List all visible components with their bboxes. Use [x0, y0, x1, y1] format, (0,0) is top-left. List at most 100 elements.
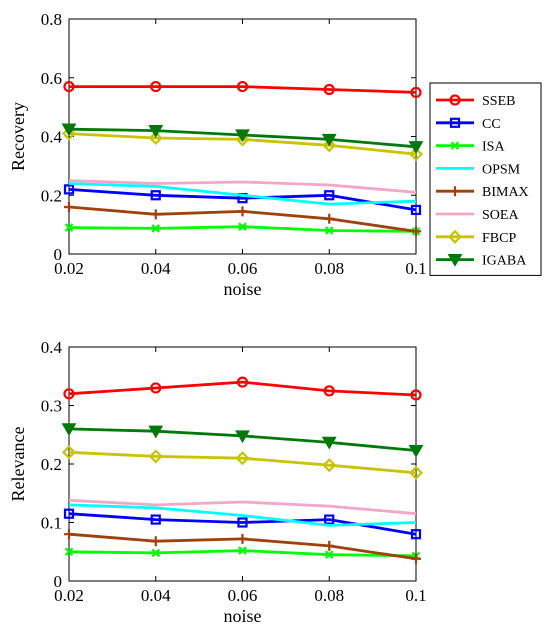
- recovery-series-igaba: [61, 123, 424, 154]
- relevance-data-point-bimax: [64, 529, 74, 540]
- relevance-data-point-fbcp: [61, 445, 77, 460]
- relevance-data-point-bimax: [150, 536, 161, 547]
- recovery-chart: 0.02 0.04 0.06 0.08 0.1 0 0.2 0.4 0.6 0.8 noise Rec…: [8, 10, 427, 299]
- recovery-data-point-igaba: [61, 123, 77, 137]
- recovery-x-tick-label: 0.06: [228, 259, 258, 278]
- legend-label-igaba: IGABA: [482, 254, 527, 269]
- relevance-data-point-isa: [151, 548, 161, 558]
- relevance-x-tick-label: 0.06: [228, 586, 258, 605]
- legend-label-isa: ISA: [482, 140, 505, 155]
- recovery-x-tick-label: 0.1: [405, 259, 426, 278]
- relevance-x-tick-label: 0.04: [141, 586, 171, 605]
- recovery-data-point-bimax: [237, 206, 248, 217]
- legend-label-fbcp: FBCP: [482, 231, 516, 246]
- legend-marker-igaba: [447, 254, 463, 267]
- relevance-y-tick-label: 0: [54, 572, 63, 591]
- recovery-data-point-isa: [64, 223, 74, 232]
- relevance-data-point-cc: [237, 517, 248, 528]
- recovery-series-bimax: [64, 202, 421, 237]
- relevance-data-point-bimax: [237, 533, 248, 544]
- legend: SSEB CC ISA OPSM BIMAX SOEA FBCP IGABA: [429, 82, 542, 276]
- recovery-y-axis-label: Recovery: [8, 102, 28, 171]
- relevance-data-point-isa: [238, 546, 247, 555]
- relevance-data-point-fbcp: [408, 465, 424, 480]
- relevance-data-point-igaba: [148, 425, 164, 439]
- recovery-data-point-bimax: [324, 213, 335, 224]
- legend-marker-sseb: [449, 94, 461, 106]
- relevance-data-point-fbcp: [148, 449, 163, 464]
- recovery-data-point-fbcp: [61, 126, 77, 141]
- recovery-data-point-igaba: [148, 125, 164, 138]
- relevance-data-point-igaba: [321, 436, 337, 450]
- relevance-data-point-isa: [64, 547, 74, 557]
- legend-entry-sseb: SSEB: [436, 94, 515, 109]
- recovery-x-tick-label: 0.08: [314, 259, 344, 278]
- legend-entry-fbcp: FBCP: [436, 229, 516, 246]
- relevance-x-tick-label: 0.08: [314, 586, 344, 605]
- legend-entry-soea: SOEA: [436, 208, 519, 223]
- relevance-series-line-soea: [68, 498, 417, 516]
- recovery-y-tick-label: 0.4: [41, 128, 63, 147]
- relevance-data-point-sseb: [323, 385, 335, 397]
- relevance-y-tick-label: 0.1: [41, 514, 62, 533]
- relevance-series-soea: [68, 498, 417, 516]
- relevance-y-tick-label: 0.4: [41, 338, 63, 357]
- legend-marker-bimax: [450, 186, 460, 197]
- recovery-data-point-bimax: [150, 209, 161, 220]
- relevance-series-fbcp: [61, 445, 424, 480]
- relevance-series-sseb: [63, 376, 422, 401]
- recovery-x-tick-label: 0.04: [141, 259, 171, 278]
- relevance-data-point-igaba: [61, 423, 77, 437]
- relevance-series-line-opsm: [68, 503, 417, 527]
- relevance-data-point-sseb: [236, 376, 249, 388]
- recovery-data-point-sseb: [410, 86, 422, 99]
- relevance-data-point-cc: [150, 514, 161, 525]
- legend-marker-isa: [450, 141, 460, 150]
- recovery-data-point-sseb: [63, 80, 75, 93]
- recovery-data-point-sseb: [150, 80, 162, 93]
- legend-entry-opsm: OPSM: [436, 162, 521, 177]
- legend-label-sseb: SSEB: [482, 94, 515, 109]
- relevance-data-point-igaba: [408, 444, 424, 458]
- recovery-y-tick-label: 0.2: [41, 186, 62, 205]
- legend-entry-igaba: IGABA: [436, 254, 527, 269]
- recovery-data-point-isa: [238, 222, 247, 231]
- recovery-data-point-fbcp: [148, 130, 163, 146]
- relevance-data-point-cc: [324, 514, 335, 525]
- recovery-data-point-cc: [324, 190, 335, 201]
- recovery-data-point-sseb: [236, 80, 249, 93]
- relevance-series-opsm: [68, 503, 417, 527]
- legend-entry-bimax: BIMAX: [436, 185, 529, 200]
- recovery-series-cc: [63, 184, 422, 216]
- legend-box: [429, 82, 542, 276]
- relevance-x-tick-label: 0.02: [54, 586, 84, 605]
- relevance-series-bimax: [64, 529, 421, 564]
- legend-marker-fbcp: [447, 229, 463, 244]
- relevance-x-axis-label: noise: [224, 606, 262, 626]
- relevance-series-line-sseb: [68, 380, 417, 397]
- recovery-series-line-soea: [68, 179, 417, 194]
- relevance-data-point-sseb: [63, 388, 75, 400]
- legend-label-bimax: BIMAX: [482, 185, 529, 200]
- relevance-data-point-sseb: [150, 382, 162, 394]
- recovery-data-point-isa: [151, 224, 161, 233]
- recovery-data-point-bimax: [64, 202, 74, 212]
- relevance-data-point-cc: [410, 529, 422, 540]
- recovery-data-point-fbcp: [408, 147, 424, 162]
- recovery-data-point-isa: [324, 226, 334, 235]
- relevance-x-tick-label: 0.1: [405, 586, 426, 605]
- relevance-chart: 0.02 0.04 0.06 0.08 0.1 0 0.1 0.2 0.3 0.4 noise Rel…: [8, 338, 427, 626]
- legend-entry-cc: CC: [436, 117, 501, 132]
- relevance-data-point-igaba: [235, 430, 250, 444]
- recovery-y-tick-label: 0: [54, 245, 63, 264]
- legend-entry-isa: ISA: [436, 140, 505, 155]
- relevance-data-point-bimax: [324, 540, 335, 551]
- recovery-series-line-opsm: [68, 182, 417, 206]
- relevance-data-point-bimax: [411, 553, 421, 564]
- recovery-series-line-cc: [68, 188, 417, 212]
- relevance-y-tick-label: 0.2: [41, 455, 62, 474]
- recovery-series-opsm: [68, 182, 417, 206]
- legend-label-opsm: OPSM: [482, 162, 521, 177]
- relevance-series-igaba: [61, 423, 424, 458]
- recovery-y-tick-label: 0.8: [41, 10, 62, 29]
